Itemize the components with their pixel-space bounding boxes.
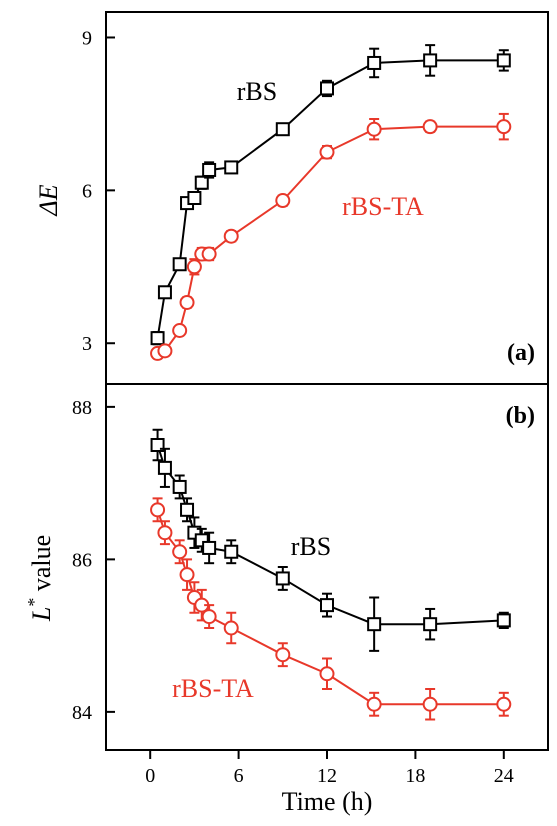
data-point [319,144,335,160]
data-point [319,666,335,682]
x-tick-label: 12 [317,765,337,787]
data-point [422,119,438,135]
panel-b-y-axis-title: L* value [24,535,56,622]
data-point [157,460,172,475]
panel-b-label: (b) [506,403,535,429]
panel-b-y-tick-label: 86 [72,549,92,571]
data-point [202,162,217,177]
data-point [157,525,173,541]
x-tick-label: 18 [405,765,425,787]
panel-b-y-axis-title-rest: value [27,535,56,598]
data-point [223,620,239,636]
data-point [496,119,512,135]
data-point [201,609,217,625]
panel-a-y-tick-label: 3 [82,333,92,355]
data-point [366,696,382,712]
panel-a-series-rbs-ta [150,112,512,361]
data-point [202,540,217,555]
data-point [496,696,512,712]
panel-a-line-rbs-ta [157,125,504,355]
data-point [275,647,291,663]
x-axis-title: Time (h) [282,787,373,816]
data-point [423,53,438,68]
data-point [187,191,202,205]
data-point [367,55,382,70]
data-point [157,343,173,359]
data-point [223,228,239,244]
data-point [172,257,187,272]
data-point [320,81,334,96]
panel-a-series-label-rbs: rBS [237,77,277,106]
data-point [179,294,195,310]
data-point [275,193,291,209]
x-tick-label: 6 [234,765,244,787]
data-point [224,544,239,559]
panel-a: 3 6 9 (a) rBS rBS-TA ΔE [34,11,549,385]
data-point [496,53,511,68]
panel-a-frame [105,11,549,385]
panel-b-x-ticks: 0 6 12 18 24 [145,750,514,787]
data-point [179,567,195,583]
data-point [180,502,195,517]
data-point [194,175,209,190]
data-point [367,617,382,632]
data-point [172,322,188,338]
data-point [172,544,188,560]
panel-a-y-tick-label: 6 [82,180,92,202]
x-tick-label: 24 [494,765,514,787]
data-point [422,696,438,712]
panel-a-series-rbs [150,44,511,346]
data-point [224,160,239,175]
panel-b-y-axis-title-main: L [27,607,56,622]
panel-a-y-ticks: 3 6 9 [82,27,115,355]
data-point [275,571,290,586]
data-point [320,598,334,613]
data-point [172,479,187,494]
data-point [496,613,511,628]
panel-b-series-rbs-ta [150,497,512,721]
data-point [275,122,290,137]
panel-b-series-label-rbs: rBS [291,532,331,561]
data-point [150,502,166,518]
data-point [186,259,202,275]
data-point [201,246,217,262]
panel-b-y-ticks: 84 86 88 [72,397,115,724]
data-point [366,121,382,137]
panel-b-series-label-rbs-ta: rBS-TA [172,674,254,703]
panel-b-y-axis-title-sup: * [24,598,44,607]
panel-a-y-axis-title: ΔE [34,184,63,216]
panel-a-y-tick-label: 9 [82,27,92,49]
panel-b-y-tick-label: 88 [72,397,92,419]
panel-b-series-rbs [150,428,511,652]
x-tick-label: 0 [145,765,155,787]
panel-b-y-tick-label: 84 [72,702,92,724]
panel-a-line-rbs [156,59,504,339]
panel-b-plot-area [150,428,512,721]
panel-a-series-label-rbs-ta: rBS-TA [342,192,424,221]
data-point [157,285,172,300]
panel-a-label: (a) [507,340,535,366]
panel-a-plot-area [150,44,512,361]
data-point [150,331,165,346]
data-point [423,617,438,632]
